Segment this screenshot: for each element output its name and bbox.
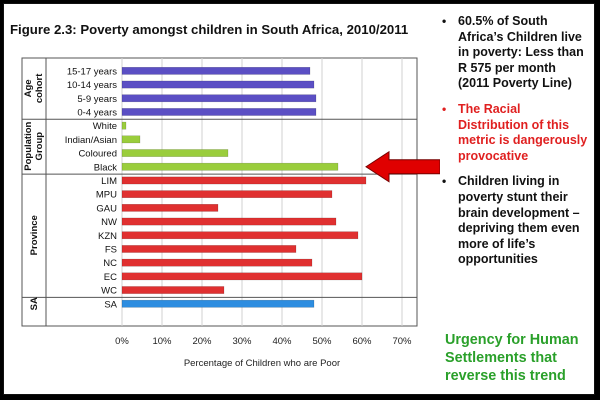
bullet-list: • 60.5% of South Africa’s Children live …: [440, 14, 590, 278]
bullet-dot: •: [442, 174, 447, 189]
bullet-text: 60.5% of South Africa’s Children live in…: [458, 14, 584, 91]
bar: [121, 149, 229, 157]
category-label: NW: [101, 217, 117, 228]
x-tick-label: 20%: [192, 336, 212, 347]
bar: [121, 217, 337, 226]
x-tick-label: 10%: [152, 336, 172, 347]
category-label: White: [93, 121, 117, 132]
bar: [121, 272, 363, 281]
x-tick-label: 40%: [272, 336, 292, 347]
category-label: WC: [101, 286, 117, 297]
category-label: LIM: [101, 176, 117, 187]
category-label: KZN: [98, 231, 117, 242]
bar: [121, 190, 333, 199]
bar: [121, 299, 315, 308]
bar: [121, 108, 317, 116]
bar: [121, 245, 297, 253]
figure-title: Figure 2.3: Poverty amongst children in …: [10, 22, 409, 37]
bar: [121, 258, 313, 267]
group-label: Group: [34, 132, 45, 161]
category-label: NC: [103, 258, 117, 269]
bar: [121, 162, 339, 171]
x-tick-label: 0%: [115, 336, 129, 347]
category-label: MPU: [96, 190, 117, 201]
group-label: Population: [23, 121, 34, 170]
bar: [121, 121, 127, 130]
group-label: cohort: [34, 73, 45, 103]
bullet-item: • Children living in poverty stunt their…: [440, 174, 590, 268]
category-label: Indian/Asian: [65, 135, 117, 146]
category-label: SA: [104, 299, 117, 310]
bullet-item: • 60.5% of South Africa’s Children live …: [440, 14, 590, 92]
group-label: Province: [29, 215, 40, 255]
category-label: 0-4 years: [77, 107, 117, 118]
bar: [121, 67, 311, 75]
category-label: 5-9 years: [77, 94, 117, 105]
bullet-dot: •: [442, 101, 447, 116]
x-tick-label: 50%: [312, 336, 332, 347]
x-tick-label: 60%: [352, 336, 372, 347]
category-label: GAU: [96, 203, 117, 214]
bullet-text: The Racial Distribution of this metric i…: [458, 101, 588, 163]
bar: [121, 286, 225, 294]
group-label: SA: [29, 297, 40, 310]
bullet-text: Children living in poverty stunt their b…: [458, 174, 580, 267]
red-arrow: [365, 150, 440, 183]
slide: Figure 2.3: Poverty amongst children in …: [3, 3, 595, 395]
bar: [121, 176, 367, 185]
category-label: Coloured: [78, 149, 117, 160]
bullet-item: • The Racial Distribution of this metric…: [440, 102, 590, 164]
category-label: Black: [94, 162, 117, 173]
bar: [121, 80, 315, 89]
bullet-dot: •: [442, 14, 447, 28]
category-label: 10-14 years: [67, 80, 117, 91]
bar: [121, 231, 359, 240]
bar: [121, 94, 317, 103]
bar: [121, 135, 141, 144]
chart: 0% 10% 20% 30% 40% 50% 60% 70% Percentage of Chi…: [21, 57, 440, 369]
category-label: FS: [105, 244, 117, 255]
bar: [121, 204, 219, 212]
group-label: Age: [23, 79, 34, 97]
x-axis-label: Percentage of Children who are Poor: [184, 358, 340, 369]
category-label: 15-17 years: [67, 66, 117, 77]
category-label: EC: [104, 272, 117, 283]
urgency-callout: Urgency for Human Settlements that rever…: [445, 332, 579, 384]
x-tick-label: 30%: [232, 336, 252, 347]
x-tick-label: 70%: [392, 336, 412, 347]
